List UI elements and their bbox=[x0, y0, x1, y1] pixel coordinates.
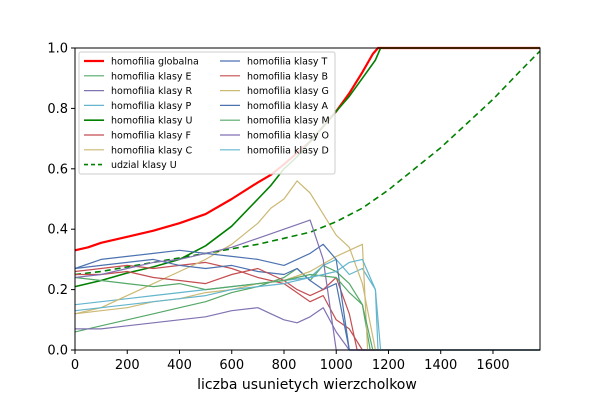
x-axis: 0 200 400 600 800 1000 1200 1400 1600 bbox=[71, 350, 510, 373]
x-tick-label: 1200 bbox=[372, 358, 405, 373]
x-tick-label: 800 bbox=[272, 358, 297, 373]
legend-label: udzial klasy U bbox=[111, 160, 177, 171]
legend: homofilia globalna homofilia klasy E homof… bbox=[78, 51, 336, 175]
series-line-12 bbox=[74, 243, 540, 351]
legend-label: homofilia klasy P bbox=[111, 101, 192, 112]
legend-label: homofilia klasy R bbox=[111, 86, 193, 97]
legend-label: homofilia klasy B bbox=[247, 71, 328, 82]
legend-label: homofilia klasy E bbox=[111, 71, 192, 82]
series-line-7 bbox=[74, 180, 540, 351]
series-line-2 bbox=[74, 264, 540, 351]
plot-frame bbox=[74, 47, 541, 351]
series-line-10 bbox=[75, 267, 540, 351]
x-tick-label: 1400 bbox=[424, 358, 457, 373]
y-tick-label: 0.4 bbox=[47, 223, 68, 238]
series-line-15 bbox=[74, 258, 540, 351]
legend-label: homofilia klasy T bbox=[247, 57, 328, 68]
x-tick-label: 0 bbox=[71, 358, 79, 373]
legend-label: homofilia klasy A bbox=[247, 101, 329, 112]
y-tick-label: 0.0 bbox=[47, 344, 68, 359]
legend-label: homofilia klasy O bbox=[247, 131, 329, 142]
x-tick-label: 600 bbox=[219, 358, 244, 373]
series-line-8 bbox=[74, 50, 541, 276]
legend-label: homofilia klasy D bbox=[247, 145, 329, 156]
x-tick-label: 1000 bbox=[320, 358, 353, 373]
legend-label: homofilia globalna bbox=[111, 57, 199, 68]
series-line-13 bbox=[74, 273, 540, 351]
x-tick-label: 1600 bbox=[476, 358, 509, 373]
legend-box bbox=[78, 51, 336, 175]
y-tick-label: 1.0 bbox=[47, 42, 68, 57]
legend-label: homofilia klasy U bbox=[111, 116, 193, 127]
series-line-11 bbox=[74, 243, 540, 351]
y-tick-label: 0.8 bbox=[47, 102, 68, 117]
x-axis-label: liczba usunietych wierzcholkow bbox=[197, 377, 417, 393]
legend-label: homofilia klasy G bbox=[247, 86, 329, 97]
legend-label: homofilia klasy C bbox=[111, 145, 193, 156]
x-tick-label: 200 bbox=[115, 358, 140, 373]
legend-label: homofilia klasy F bbox=[111, 131, 191, 142]
y-axis: 0.0 0.2 0.4 0.6 0.8 1.0 bbox=[47, 42, 75, 359]
y-tick-label: 0.2 bbox=[47, 283, 68, 298]
series-line-3 bbox=[75, 307, 540, 351]
series-line-14 bbox=[74, 219, 540, 351]
x-tick-label: 400 bbox=[167, 358, 192, 373]
series-line-9 bbox=[74, 258, 540, 351]
legend-label: homofilia klasy M bbox=[247, 116, 330, 127]
y-tick-label: 0.6 bbox=[47, 162, 68, 177]
